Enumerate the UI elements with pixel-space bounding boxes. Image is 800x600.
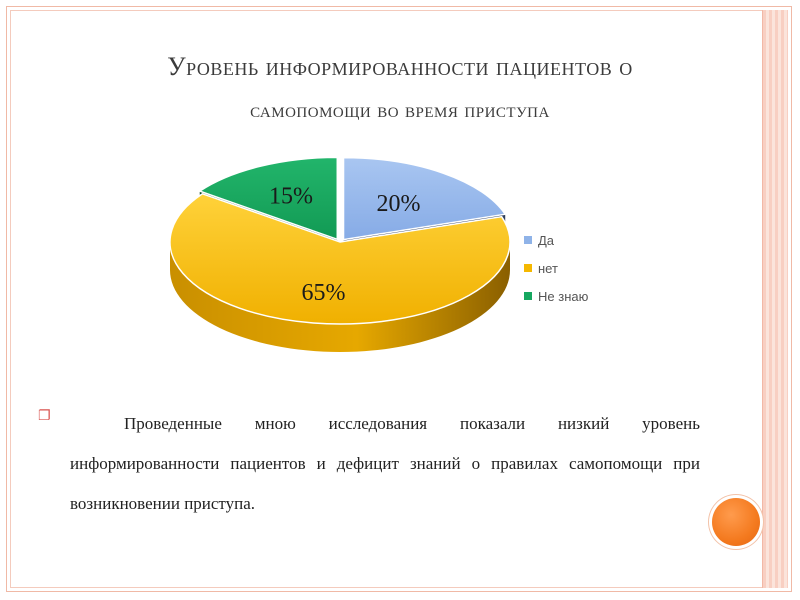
square-outline-icon: ❐ bbox=[38, 408, 51, 424]
pie-slice-yes bbox=[342, 156, 507, 241]
legend-item-yes: Да bbox=[524, 226, 588, 254]
pie-slice-no bbox=[169, 192, 511, 325]
data-label-dont-know: 15% bbox=[269, 183, 313, 209]
data-label-no: 65% bbox=[302, 280, 346, 306]
decorative-right-band bbox=[762, 10, 788, 588]
chart-legend: Да нет Не знаю bbox=[524, 226, 588, 310]
data-label-yes: 20% bbox=[376, 191, 420, 217]
slide-title-line-2: самопомощи во время приступа bbox=[250, 97, 550, 122]
pie-slice-dont-know bbox=[198, 156, 339, 241]
legend-swatch-yes bbox=[524, 236, 532, 244]
legend-swatch-no bbox=[524, 264, 532, 272]
legend-label-yes: Да bbox=[538, 232, 555, 248]
slide-frame-outer bbox=[6, 6, 792, 592]
legend-swatch-dont-know bbox=[524, 292, 532, 300]
body-paragraph: Проведенные мною исследования показали н… bbox=[70, 414, 700, 513]
legend-label-dont-know: Не знаю bbox=[538, 288, 589, 304]
legend-item-dont-know: Не знаю bbox=[524, 282, 588, 310]
decorative-orange-circle bbox=[712, 498, 760, 546]
legend-item-no: нет bbox=[524, 254, 588, 282]
legend-label-no: нет bbox=[538, 260, 558, 276]
slide-title: Уровень информированности пациентов о са… bbox=[60, 50, 740, 130]
pie-chart: 20% 65% 15% bbox=[169, 156, 511, 352]
slide-title-line-1: Уровень информированности пациентов о bbox=[167, 52, 633, 81]
pie-slice-no-side bbox=[170, 242, 510, 352]
